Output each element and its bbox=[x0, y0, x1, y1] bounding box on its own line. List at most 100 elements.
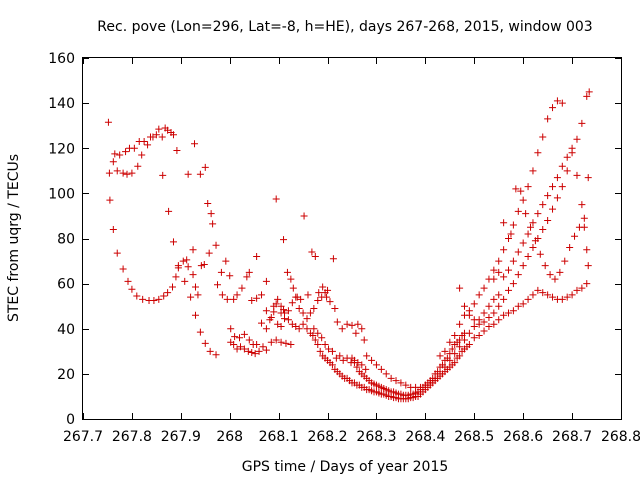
x-tick-label: 268.6 bbox=[503, 429, 543, 445]
data-point bbox=[456, 284, 464, 292]
data-point bbox=[236, 334, 244, 342]
data-point bbox=[421, 381, 429, 389]
x-tick-label: 268.3 bbox=[356, 429, 396, 445]
data-point bbox=[295, 325, 303, 333]
data-point bbox=[304, 291, 312, 299]
data-point bbox=[299, 309, 307, 317]
data-point bbox=[549, 104, 557, 112]
data-point bbox=[583, 92, 591, 100]
data-point bbox=[277, 302, 285, 310]
data-point bbox=[133, 292, 141, 300]
data-point bbox=[336, 352, 344, 360]
y-axis-label: STEC from uqrg / TECUs bbox=[6, 154, 22, 322]
data-point bbox=[169, 283, 177, 291]
data-point bbox=[549, 293, 557, 301]
data-point bbox=[314, 329, 322, 337]
x-tick-label: 268.7 bbox=[552, 429, 592, 445]
data-point bbox=[262, 325, 270, 333]
data-point bbox=[372, 361, 380, 369]
data-point bbox=[319, 283, 327, 291]
y-tick-label: 100 bbox=[48, 186, 75, 202]
data-point bbox=[534, 210, 542, 218]
data-point bbox=[451, 350, 459, 358]
data-point bbox=[258, 319, 266, 327]
data-point bbox=[201, 339, 209, 347]
data-point bbox=[509, 307, 517, 315]
data-point bbox=[287, 275, 295, 283]
data-point bbox=[283, 268, 291, 276]
data-point bbox=[306, 309, 314, 317]
data-point bbox=[248, 348, 256, 356]
data-point bbox=[539, 289, 547, 297]
axis-ticks bbox=[83, 58, 622, 420]
data-point bbox=[324, 286, 332, 294]
x-tick-label: 267.9 bbox=[161, 429, 201, 445]
data-point bbox=[456, 320, 464, 328]
y-tick-label: 20 bbox=[57, 367, 75, 383]
data-point bbox=[456, 352, 464, 360]
data-point bbox=[248, 297, 256, 305]
data-point bbox=[507, 230, 515, 238]
data-point bbox=[179, 257, 187, 265]
data-point bbox=[529, 244, 537, 252]
data-point bbox=[255, 347, 263, 355]
data-point bbox=[524, 253, 532, 261]
data-point bbox=[354, 320, 362, 328]
data-point bbox=[289, 284, 297, 292]
data-point bbox=[544, 192, 552, 200]
data-point bbox=[155, 125, 163, 133]
data-point bbox=[196, 328, 204, 336]
data-point bbox=[326, 298, 334, 306]
data-point bbox=[580, 214, 588, 222]
data-point bbox=[123, 170, 131, 178]
data-point bbox=[104, 118, 112, 126]
data-point bbox=[524, 295, 532, 303]
data-point bbox=[339, 356, 347, 364]
data-point bbox=[495, 257, 503, 265]
data-point bbox=[189, 271, 197, 279]
data-point bbox=[519, 196, 527, 204]
data-point bbox=[169, 238, 177, 246]
data-point bbox=[159, 171, 167, 179]
data-point bbox=[184, 170, 192, 178]
data-point bbox=[240, 345, 248, 353]
data-point bbox=[402, 381, 410, 389]
data-point bbox=[556, 268, 564, 276]
data-point bbox=[465, 341, 473, 349]
data-point bbox=[245, 268, 253, 276]
data-point bbox=[377, 365, 385, 373]
data-point bbox=[310, 304, 318, 312]
data-point bbox=[172, 273, 180, 281]
data-point bbox=[544, 216, 552, 224]
data-point bbox=[253, 294, 261, 302]
x-tick-label: 268.8 bbox=[601, 429, 640, 445]
x-tick-label: 268.4 bbox=[405, 429, 445, 445]
x-tick-label: 268.2 bbox=[307, 429, 347, 445]
data-point bbox=[397, 379, 405, 387]
data-point bbox=[514, 271, 522, 279]
data-point bbox=[485, 313, 493, 321]
data-point bbox=[238, 284, 246, 292]
data-point bbox=[297, 295, 305, 303]
data-point bbox=[329, 255, 337, 263]
data-point bbox=[350, 359, 358, 367]
data-point bbox=[262, 307, 270, 315]
data-point bbox=[169, 131, 177, 139]
data-point bbox=[321, 341, 329, 349]
data-point bbox=[436, 352, 444, 360]
x-tick-label: 268.5 bbox=[454, 429, 494, 445]
data-point bbox=[553, 97, 561, 105]
data-point bbox=[196, 170, 204, 178]
data-point bbox=[303, 315, 311, 323]
data-point bbox=[267, 338, 275, 346]
data-point bbox=[277, 338, 285, 346]
data-point bbox=[138, 151, 146, 159]
data-point bbox=[353, 363, 361, 371]
data-point bbox=[165, 207, 173, 215]
data-point bbox=[207, 210, 215, 218]
data-point bbox=[311, 253, 319, 261]
data-point bbox=[531, 237, 539, 245]
data-point bbox=[495, 268, 503, 276]
x-tick-label: 268.1 bbox=[259, 429, 299, 445]
